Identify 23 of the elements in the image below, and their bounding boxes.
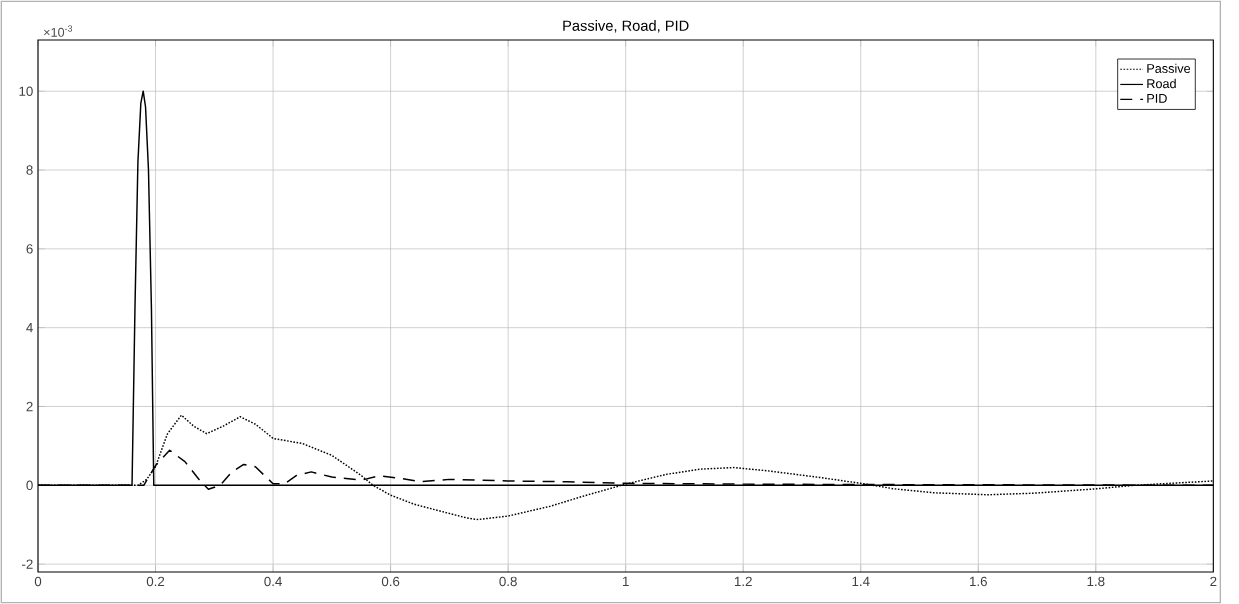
x-tick-label: 0 [34,576,42,587]
x-tick-label: 0.4 [264,576,282,587]
y-tick-label: 2 [26,401,33,412]
y-tick-label: 10 [19,86,33,96]
y-tick-label: 6 [26,244,33,254]
x-tick-label: 2 [1210,576,1217,587]
x-tick-label: 1.2 [734,576,752,587]
y-tick-label: 8 [26,165,33,175]
legend-label: Road [1147,78,1176,89]
y-tick-label: 4 [26,323,33,333]
x-tick-label: 1.6 [970,576,987,587]
text: ×10$^{-3}$ [44,25,73,37]
x-tick-label: 0.2 [146,576,165,587]
legend-label: Passive [1147,63,1191,73]
y-tick-label: 0 [26,480,33,491]
x-tick-label: 1.4 [852,576,870,586]
chart-title: Passive, Road, PID [563,20,689,33]
x-tick-label: 0.6 [381,576,400,587]
y-tick-label: -2 [22,559,33,569]
x-tick-label: 0.8 [499,576,517,587]
x-tick-label: 1.8 [1087,576,1105,587]
legend-label: PID [1147,94,1167,103]
x-tick-label: 1 [622,576,629,586]
